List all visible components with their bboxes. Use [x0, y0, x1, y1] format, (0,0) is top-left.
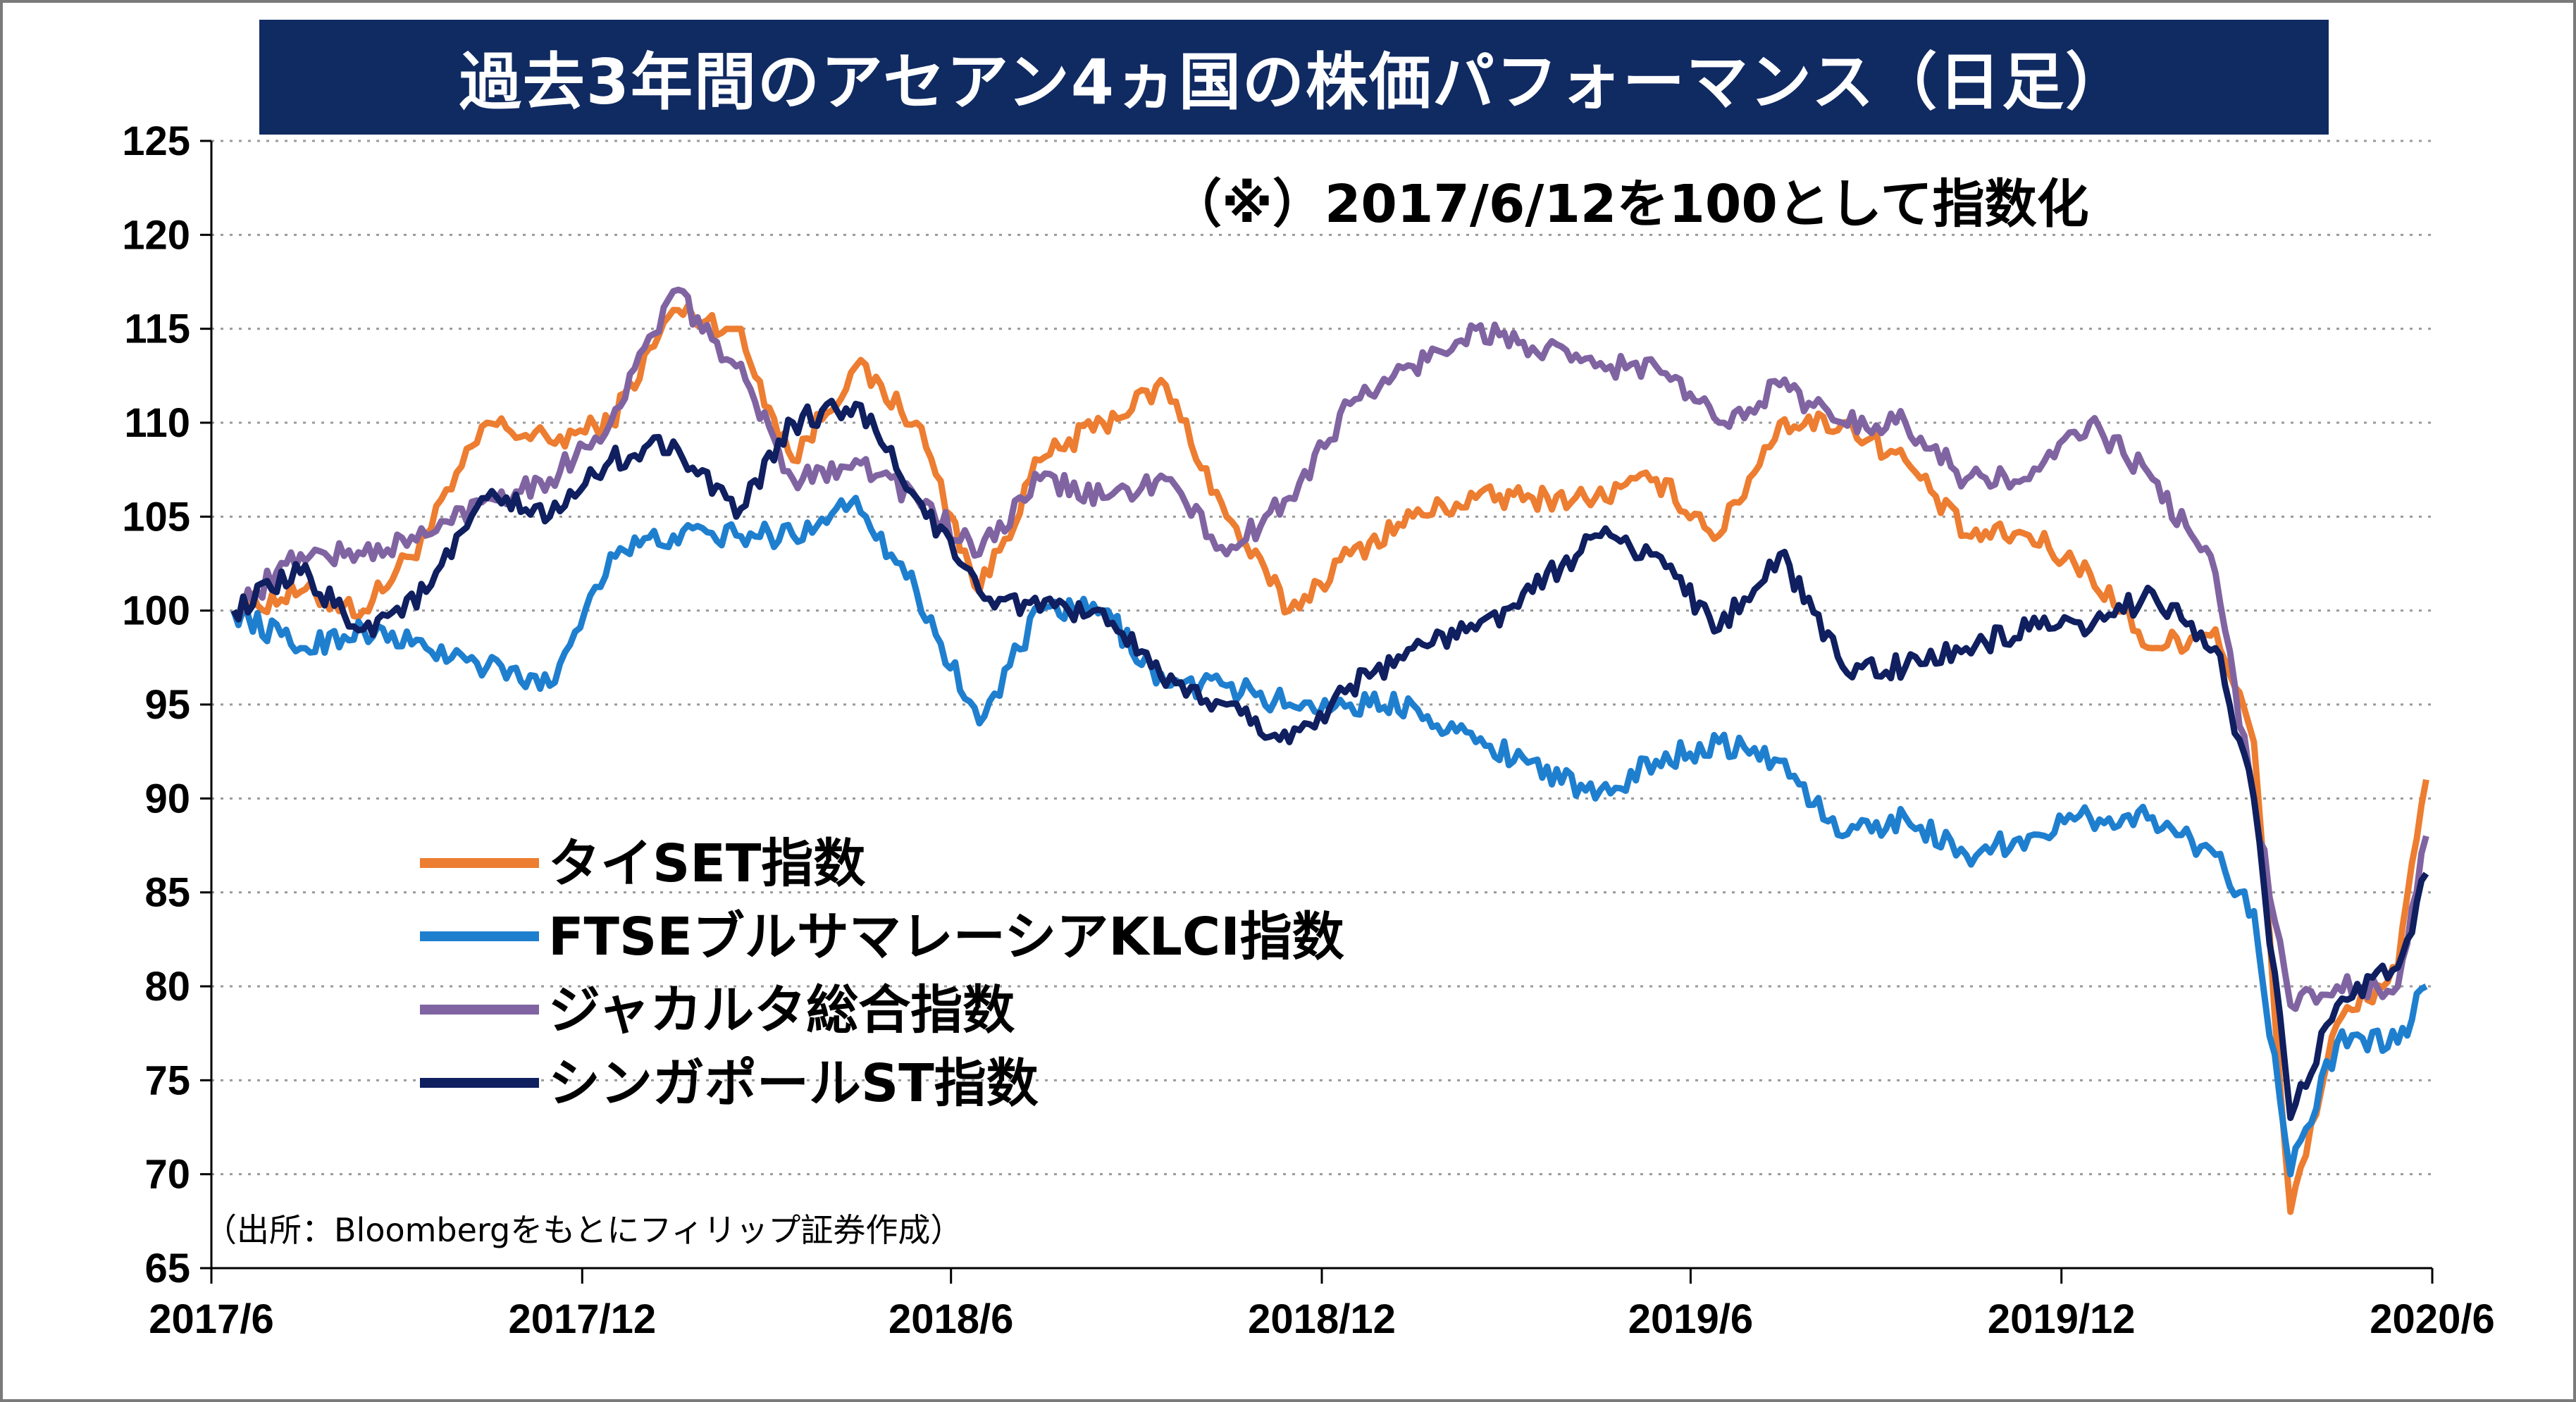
legend: タイSET指数 FTSEブルサマレーシアKLCI指数ジャカルタ総合指数シンガポール… — [420, 833, 1344, 1114]
y-tick-label: 125 — [122, 118, 190, 164]
series-line-2 — [230, 286, 2429, 1012]
legend-label: ジャカルタ総合指数 — [548, 980, 1015, 1041]
x-tick-label: 2019/6 — [1628, 1296, 1753, 1342]
x-tick-label: 2017/6 — [149, 1296, 273, 1342]
x-tick-labels: 2017/6 2017/12 2018/6 2018/12 2019/6 2019/12 2… — [149, 1296, 2494, 1342]
series-line-1 — [230, 495, 2428, 1178]
legend-label: タイSET指数 — [548, 833, 865, 894]
y-tick-label: 95 — [144, 682, 190, 728]
grid-lines — [211, 139, 2432, 1176]
y-tick-label: 105 — [122, 494, 190, 540]
legend-label: FTSEブルサマレーシアKLCI指数 — [548, 907, 1344, 967]
y-tick-label: 115 — [124, 306, 190, 352]
chart-title: 過去3年間のアセアン4ヵ国の株価パフォーマンス（日足） — [259, 20, 2329, 135]
y-tick-label: 65 — [144, 1246, 190, 1291]
y-tick-label: 110 — [124, 400, 190, 446]
x-tick-label: 2017/12 — [508, 1296, 656, 1342]
y-tick-label: 75 — [144, 1057, 190, 1103]
axes — [200, 139, 2434, 1284]
x-tick-label: 2020/6 — [2370, 1296, 2494, 1342]
source-note: （出所：Bloombergをもとにフィリップ証券作成） — [204, 1211, 962, 1249]
y-tick-label: 85 — [144, 870, 190, 916]
x-tick-label: 2018/6 — [888, 1296, 1013, 1342]
x-tick-label: 2019/12 — [1988, 1296, 2136, 1342]
y-tick-label: 120 — [122, 212, 190, 258]
legend-label: シンガポールST指数 — [548, 1053, 1039, 1114]
y-tick-label: 70 — [144, 1152, 190, 1198]
y-tick-label: 80 — [144, 964, 190, 1010]
y-tick-label: 100 — [122, 588, 190, 634]
index-note: （※）2017/6/12を100として指数化 — [1170, 174, 2089, 235]
y-tick-labels: 125 120 115 110 105 100 95 90 85 80 75 70 65 — [122, 118, 190, 1291]
x-tick-label: 2018/12 — [1248, 1296, 1396, 1342]
series-line-0 — [230, 302, 2429, 1215]
series-lines — [230, 286, 2429, 1215]
y-tick-label: 90 — [144, 776, 190, 821]
series-line-3 — [230, 397, 2429, 1122]
